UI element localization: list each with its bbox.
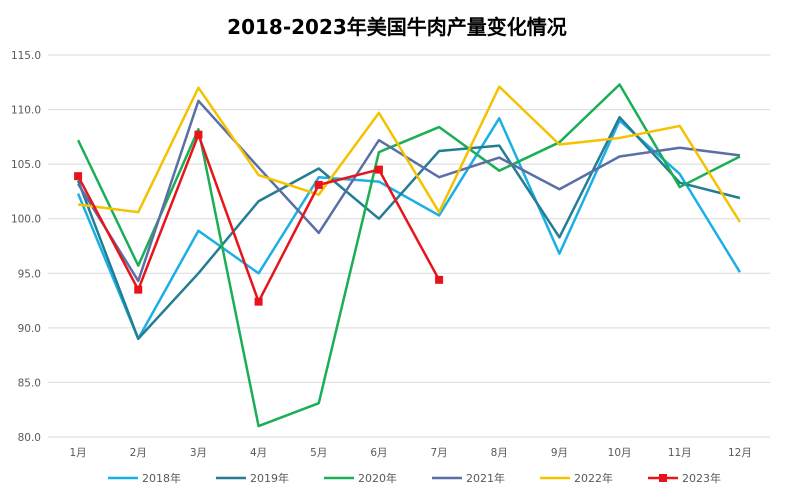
legend: 2018年 2019年 2020年 2021年 2022年 2023年 xyxy=(108,471,721,485)
legend-label: 2022年 xyxy=(574,471,613,485)
series-line xyxy=(76,117,741,341)
y-tick-label: 105.0 xyxy=(11,159,41,171)
legend-label: 2021年 xyxy=(466,471,505,485)
legend-label: 2023年 xyxy=(682,471,721,485)
x-tick-label: 12月 xyxy=(728,447,752,459)
y-tick-label: 90.0 xyxy=(18,323,41,335)
data-point-marker xyxy=(134,285,143,294)
y-tick-label: 100.0 xyxy=(11,214,41,226)
x-tick-label: 11月 xyxy=(668,447,692,459)
data-point-marker xyxy=(254,297,263,306)
y-tick-label: 95.0 xyxy=(18,268,41,280)
chart-title: 2018-2023年美国牛肉产量变化情况 xyxy=(227,15,567,39)
series-line xyxy=(76,83,741,428)
series-lines xyxy=(74,83,741,428)
data-point-marker xyxy=(435,275,444,284)
x-tick-label: 8月 xyxy=(491,447,508,459)
series-line xyxy=(77,99,741,283)
legend-label: 2019年 xyxy=(250,471,289,485)
data-point-marker xyxy=(374,165,383,174)
x-tick-label: 1月 xyxy=(69,447,86,459)
series-line xyxy=(76,133,441,303)
axes: 80.0 85.0 90.0 95.0 100.0 105.0 110.0 115.0 1月 2月… xyxy=(11,50,752,459)
y-tick-label: 80.0 xyxy=(18,432,41,444)
y-tick-label: 110.0 xyxy=(11,105,41,117)
x-tick-label: 5月 xyxy=(310,447,327,459)
legend-marker xyxy=(659,474,667,482)
data-point-marker xyxy=(314,180,323,189)
data-point-marker xyxy=(74,172,83,181)
x-tick-label: 7月 xyxy=(430,447,447,459)
legend-label: 2020年 xyxy=(358,471,397,485)
series-line xyxy=(76,115,741,341)
x-tick-label: 2月 xyxy=(130,447,147,459)
x-tick-label: 4月 xyxy=(250,447,267,459)
legend-label: 2018年 xyxy=(142,471,181,485)
y-tick-label: 115.0 xyxy=(11,50,41,62)
data-point-marker xyxy=(194,130,203,139)
y-tick-label: 85.0 xyxy=(18,377,41,389)
x-tick-label: 9月 xyxy=(551,447,568,459)
x-tick-label: 6月 xyxy=(370,447,387,459)
x-tick-label: 3月 xyxy=(190,447,207,459)
series-line xyxy=(77,85,741,223)
x-tick-label: 10月 xyxy=(608,447,632,459)
